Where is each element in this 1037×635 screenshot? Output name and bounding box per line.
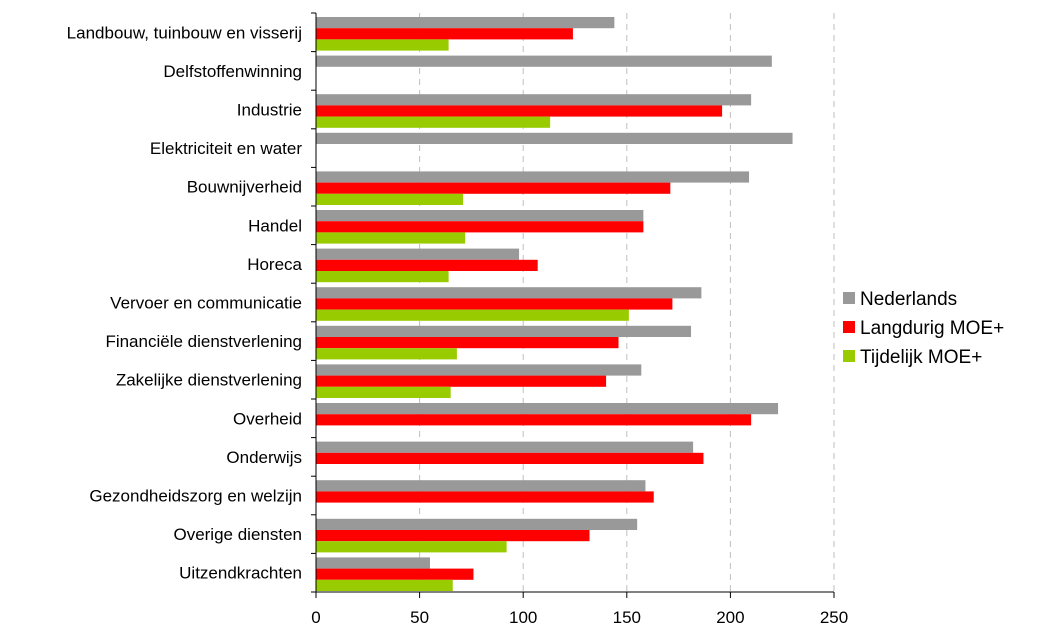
bar-nederlands-10 bbox=[316, 403, 779, 415]
legend-swatch bbox=[843, 321, 855, 333]
bar-langdurig-moe--8 bbox=[316, 337, 619, 349]
legend-label: Nederlands bbox=[860, 289, 957, 310]
bar-langdurig-moe--13 bbox=[316, 530, 590, 542]
axes bbox=[311, 12, 835, 598]
bar-nederlands-5 bbox=[316, 210, 644, 222]
bar-nederlands-8 bbox=[316, 325, 692, 337]
legend: Nederlands Langdurig MOE+ Tijdelijk MOE+ bbox=[843, 289, 1004, 368]
x-tick-label: 50 bbox=[410, 608, 429, 627]
category-label: Delfstoffenwinning bbox=[163, 62, 302, 81]
bar-tijdelijk-moe--0 bbox=[316, 39, 449, 51]
bar-langdurig-moe--12 bbox=[316, 491, 654, 503]
category-label: Overheid bbox=[233, 409, 302, 428]
x-tick-label: 150 bbox=[613, 608, 641, 627]
bar-tijdelijk-moe--5 bbox=[316, 232, 466, 244]
bar-langdurig-moe--0 bbox=[316, 28, 573, 40]
bar-tijdelijk-moe--6 bbox=[316, 271, 449, 283]
bar-nederlands-7 bbox=[316, 287, 702, 299]
category-label: Overige diensten bbox=[173, 525, 302, 544]
bar-nederlands-3 bbox=[316, 132, 793, 144]
category-label: Onderwijs bbox=[226, 448, 302, 467]
bar-langdurig-moe--14 bbox=[316, 568, 474, 580]
bar-tijdelijk-moe--7 bbox=[316, 309, 629, 321]
x-tick-label: 250 bbox=[820, 608, 848, 627]
bar-langdurig-moe--5 bbox=[316, 221, 644, 233]
category-label: Vervoer en communicatie bbox=[110, 294, 302, 313]
x-tick-label: 100 bbox=[509, 608, 537, 627]
legend-swatch bbox=[843, 292, 855, 304]
bar-nederlands-11 bbox=[316, 441, 694, 453]
category-label: Landbouw, tuinbouw en visserij bbox=[67, 23, 302, 42]
bar-langdurig-moe--11 bbox=[316, 452, 704, 464]
bar-nederlands-6 bbox=[316, 248, 520, 260]
bar-nederlands-1 bbox=[316, 55, 772, 67]
legend-label: Langdurig MOE+ bbox=[860, 318, 1004, 339]
category-label: Zakelijke dienstverlening bbox=[116, 371, 302, 390]
bar-nederlands-9 bbox=[316, 364, 642, 376]
category-label: Horeca bbox=[247, 255, 302, 274]
bar-langdurig-moe--4 bbox=[316, 182, 671, 194]
bar-tijdelijk-moe--9 bbox=[316, 386, 451, 398]
bar-nederlands-14 bbox=[316, 557, 430, 569]
category-label: Bouwnijverheid bbox=[187, 178, 302, 197]
bar-tijdelijk-moe--4 bbox=[316, 193, 464, 205]
bar-langdurig-moe--6 bbox=[316, 259, 538, 271]
bar-tijdelijk-moe--2 bbox=[316, 116, 551, 128]
category-label: Financiële dienstverlening bbox=[105, 332, 302, 351]
bar-tijdelijk-moe--8 bbox=[316, 348, 457, 360]
x-tick-label: 0 bbox=[311, 608, 320, 627]
x-tick-label: 200 bbox=[716, 608, 744, 627]
category-label: Uitzendkrachten bbox=[179, 564, 302, 583]
category-label: Elektriciteit en water bbox=[150, 139, 302, 158]
bar-tijdelijk-moe--13 bbox=[316, 541, 507, 553]
bar-nederlands-12 bbox=[316, 480, 646, 492]
bar-nederlands-0 bbox=[316, 17, 615, 29]
legend-label: Tijdelijk MOE+ bbox=[860, 347, 982, 368]
category-label: Industrie bbox=[237, 101, 302, 120]
x-tick-labels: 0 50 100 150 200 250 bbox=[311, 608, 848, 627]
category-labels: Landbouw, tuinbouw en visserij Delfstoffe… bbox=[67, 23, 303, 582]
bar-langdurig-moe--2 bbox=[316, 105, 723, 117]
bar-langdurig-moe--7 bbox=[316, 298, 673, 310]
bar-tijdelijk-moe--14 bbox=[316, 579, 453, 591]
legend-swatch bbox=[843, 350, 855, 362]
bars bbox=[316, 17, 793, 591]
category-label: Gezondheidszorg en welzijn bbox=[89, 487, 302, 506]
bar-langdurig-moe--9 bbox=[316, 375, 607, 387]
bar-langdurig-moe--10 bbox=[316, 414, 752, 426]
bar-nederlands-13 bbox=[316, 518, 638, 530]
bar-nederlands-2 bbox=[316, 94, 752, 106]
bar-nederlands-4 bbox=[316, 171, 750, 183]
category-label: Handel bbox=[248, 216, 302, 235]
